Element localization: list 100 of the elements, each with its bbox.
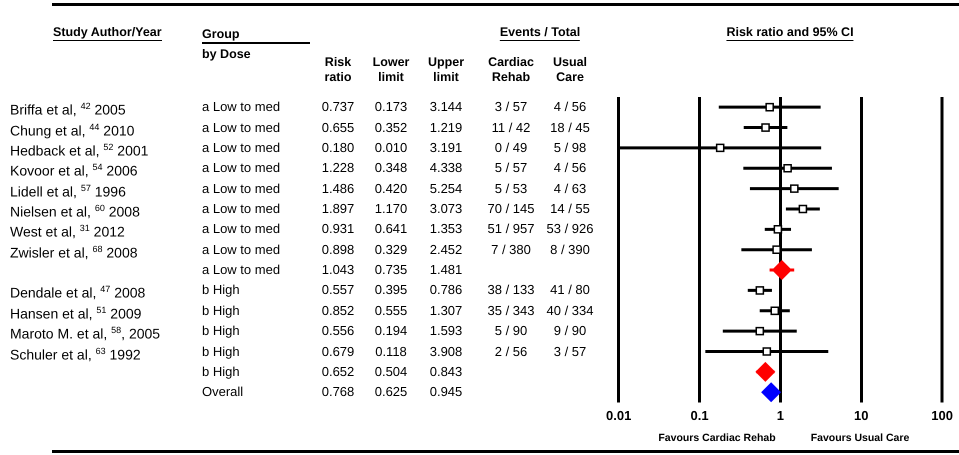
text: a Low to med [202, 99, 280, 114]
text: 0.194 [374, 323, 408, 338]
text: 0.735 [374, 262, 408, 278]
text: 35 / 343 [488, 302, 534, 318]
text: 70 / 145 [488, 200, 534, 216]
text: 8 / 390 [550, 242, 590, 257]
text: 0.173 [374, 99, 408, 114]
category-label: Hedback et al, $^{52}$ 2001 [10, 142, 148, 159]
text: 9 / 90 [554, 323, 586, 338]
text: 4 / 56 [554, 99, 586, 114]
category-label: Nielsen et al, $^{60}$ 2008 [10, 202, 140, 220]
text: 0.420 [374, 180, 408, 196]
text: 51 / 957 [488, 221, 534, 236]
category-label: Cardiac Rehab [488, 55, 534, 85]
text: Events / Total [500, 25, 580, 41]
text: a Low to med [202, 242, 280, 257]
text: a Low to med [202, 160, 280, 176]
text: 11 / 42 [492, 120, 530, 135]
text: 0.625 [374, 384, 408, 400]
point [774, 225, 782, 234]
text: a Low to med [202, 120, 280, 135]
text: 0.395 [374, 282, 408, 298]
x-tick-label: 0.01 [606, 408, 632, 423]
x-tick-label: 100 [931, 408, 954, 423]
category-label: Kovoor et al, $^{54}$ 2006 [10, 162, 138, 179]
point [761, 123, 770, 132]
text: Favours Cardiac Rehab [658, 431, 776, 446]
text: 3.908 [430, 344, 462, 358]
text: 18 / 45 [550, 120, 590, 135]
text: 1.228 [322, 160, 354, 176]
text: 0.556 [322, 323, 354, 338]
text: 0.843 [430, 364, 462, 379]
text: 3 / 57 [494, 99, 528, 114]
point [765, 102, 774, 112]
category-label: Briffa et al, $^{42}$ 2005 [10, 101, 126, 118]
text: b High [202, 323, 240, 338]
point [755, 362, 776, 382]
category-label: Dendale et al, $^{47}$ 2008 [10, 284, 146, 302]
text: 7 / 380 [491, 242, 531, 257]
text: 0.352 [374, 120, 408, 135]
category-label: Group by Dose [202, 26, 251, 63]
text: 53 / 926 [546, 221, 594, 236]
category-label: Hansen et al, $^{51}$ 2009 [10, 304, 142, 322]
point [762, 347, 772, 356]
text: 0.768 [322, 384, 354, 400]
category-label: Lidell et al, $^{57}$ 1996 [10, 182, 126, 200]
category-label: Maroto M. et al, $^{58}$, 2005 [10, 325, 160, 342]
point [761, 382, 782, 402]
text: 1.593 [430, 323, 462, 338]
text: 0.898 [322, 242, 354, 257]
chart-title: Risk ratio and 95% CI [726, 25, 854, 41]
text: 0.555 [374, 302, 408, 318]
x-tick-label: 1 [776, 408, 784, 423]
text: 40 / 334 [546, 302, 594, 318]
text: 5 / 90 [494, 323, 528, 338]
text: 0.557 [322, 282, 354, 298]
text: 1.486 [322, 180, 354, 196]
text: 41 / 80 [550, 282, 590, 298]
text: 1.170 [374, 200, 408, 216]
text: 1.043 [322, 262, 354, 278]
text: 3 / 57 [554, 344, 586, 358]
text: 0.945 [430, 384, 462, 400]
text: 1.353 [430, 221, 462, 236]
text: 0.679 [322, 344, 354, 358]
text: b High [202, 364, 240, 379]
text: 4 / 63 [554, 180, 586, 196]
text: a Low to med [202, 262, 280, 278]
text: Favours Usual Care [810, 431, 910, 446]
text: b High [202, 302, 240, 318]
text: a Low to med [202, 221, 280, 236]
text: 5.254 [430, 180, 462, 196]
text: 2 / 56 [494, 344, 528, 358]
text: Overall [202, 384, 244, 400]
text: a Low to med [202, 180, 280, 196]
text: 0.737 [322, 99, 354, 114]
text: b High [202, 344, 240, 358]
text: 1.481 [430, 262, 462, 278]
category-label: Chung et al, $^{44}$ 2010 [10, 122, 134, 138]
text: 0.652 [322, 364, 354, 379]
text: Study Author/Year [53, 25, 162, 41]
text: 0.504 [374, 364, 408, 379]
text: 5 / 53 [494, 180, 528, 196]
text: 1.307 [430, 302, 462, 318]
category-label: Lower limit [372, 55, 410, 85]
text: 4.338 [430, 160, 462, 176]
text: 0.010 [374, 140, 408, 155]
text: 3.144 [430, 99, 462, 114]
text: 38 / 133 [488, 282, 534, 298]
category-label: Upper limit [428, 55, 464, 85]
text: 0.329 [374, 242, 408, 257]
category-label: Usual Care [552, 55, 588, 85]
point [770, 306, 780, 316]
text: 0.641 [374, 221, 408, 236]
text: 3.191 [430, 140, 462, 155]
text: b High [202, 282, 240, 298]
text: 0.348 [374, 160, 408, 176]
text: a Low to med [202, 200, 280, 216]
text: 5 / 57 [494, 160, 528, 176]
text: 0.786 [430, 282, 462, 298]
category-label: Zwisler et al, $^{68}$ 2008 [10, 244, 138, 260]
